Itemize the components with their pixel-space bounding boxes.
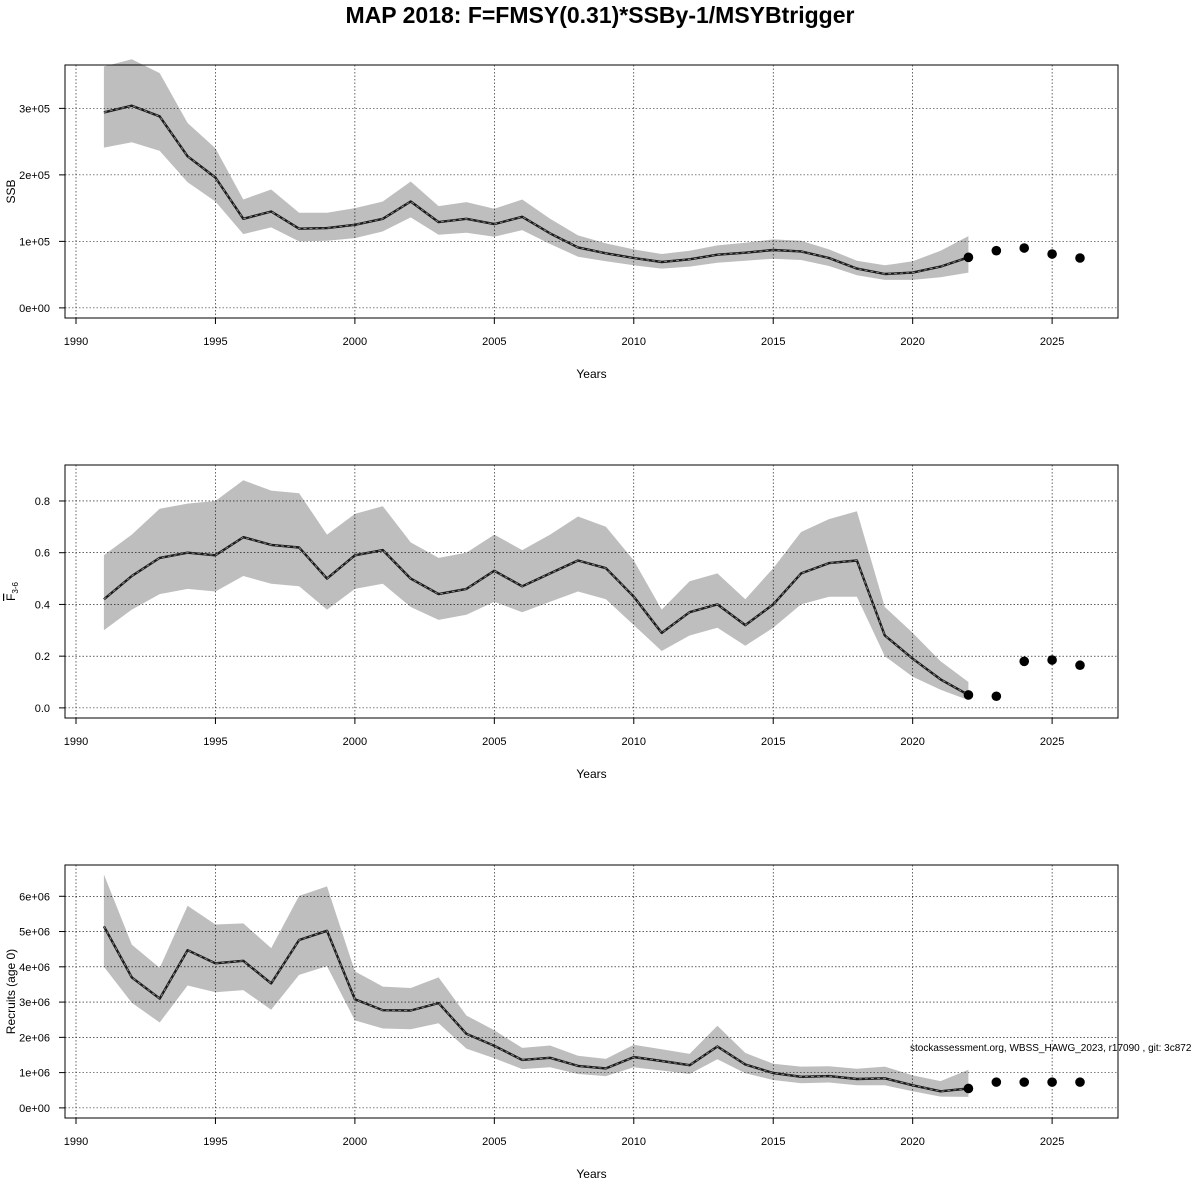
confidence-band — [103, 874, 969, 1097]
x-tick-label: 2015 — [761, 336, 785, 348]
y-tick-label: 1e+06 — [19, 1068, 50, 1080]
recruits-panel: 1990 1995 2000 2005 2010 2015 2020 2025 Years 0e+… — [4, 864, 1119, 1181]
y-tick-label: 6e+06 — [19, 891, 50, 903]
x-tick-label: 1995 — [203, 1136, 227, 1148]
estimate-line-dashes — [103, 926, 969, 1092]
forecast-point — [1075, 253, 1085, 263]
x-tick-label: 2000 — [343, 1136, 367, 1148]
forecast-point — [963, 1083, 974, 1094]
x-tick-label: 2005 — [482, 336, 506, 348]
forecast-point — [1019, 656, 1030, 667]
x-tick-label: 2005 — [482, 1136, 506, 1148]
x-tick-label: 2015 — [761, 736, 785, 748]
x-tick-label: 1990 — [64, 736, 88, 748]
forecast-point — [1047, 655, 1057, 665]
y-tick-label: 0.8 — [35, 496, 50, 508]
ssb-panel: 1990 1995 2000 2005 2010 2015 2020 2025 Years 0e+… — [4, 59, 1119, 381]
x-tick-label: 2015 — [761, 1136, 785, 1148]
x-tick-label: 2000 — [343, 336, 367, 348]
forecast-point — [1075, 1077, 1085, 1087]
y-tick-label: 0.4 — [35, 599, 50, 611]
y-tick-label: 3e+05 — [19, 103, 50, 115]
fishing-mortality-panel: 1990 1995 2000 2005 2010 2015 2020 2025 Years 0.0… — [4, 464, 1119, 781]
x-tick-label: 2010 — [622, 736, 646, 748]
x-tick-label: 1995 — [203, 336, 227, 348]
x-tick-label: 2025 — [1040, 336, 1064, 348]
y-tick-label: 1e+05 — [19, 236, 50, 248]
footnote: stockassessment.org, WBSS_HAWG_2023, r17… — [910, 1043, 1192, 1054]
x-axis-label: Years — [576, 767, 606, 781]
forecast-point — [1075, 660, 1085, 671]
x-tick-label: 2025 — [1040, 1136, 1064, 1148]
y-axis-label: F3-6 — [4, 581, 20, 600]
x-tick-label: 2010 — [622, 336, 646, 348]
y-tick-label: 2e+06 — [19, 1032, 50, 1044]
y-tick-label: 5e+06 — [19, 927, 50, 939]
x-tick-label: 2000 — [343, 736, 367, 748]
forecast-point — [1019, 1077, 1030, 1087]
y-tick-label: 0.2 — [35, 651, 50, 663]
confidence-band — [103, 59, 969, 280]
forecast-point — [963, 252, 974, 263]
y-tick-label: 0e+00 — [19, 1103, 50, 1115]
y-tick-label: 0.0 — [35, 703, 50, 715]
x-axis-label: Years — [576, 1167, 606, 1181]
y-tick-label: 4e+06 — [19, 962, 50, 974]
y-tick-label: 0.6 — [35, 548, 50, 560]
x-tick-label: 2020 — [900, 736, 924, 748]
x-tick-label: 1990 — [64, 336, 88, 348]
forecast-point — [991, 1077, 1002, 1087]
x-tick-label: 2020 — [900, 336, 924, 348]
forecast-point — [963, 690, 974, 700]
forecast-point — [1047, 1077, 1057, 1087]
estimate-line-dashes — [103, 536, 969, 696]
x-tick-label: 2020 — [900, 1136, 924, 1148]
y-tick-label: 0e+00 — [19, 303, 50, 315]
forecast-point — [991, 691, 1002, 702]
y-axis-label: Recruits (age 0) — [4, 949, 18, 1034]
confidence-band — [103, 480, 969, 701]
y-tick-label: 3e+06 — [19, 997, 50, 1009]
x-tick-label: 1995 — [203, 736, 227, 748]
x-tick-label: 2025 — [1040, 736, 1064, 748]
forecast-point — [991, 245, 1002, 256]
forecast-point — [1019, 243, 1030, 253]
x-tick-label: 2010 — [622, 1136, 646, 1148]
x-axis-label: Years — [576, 367, 606, 381]
y-tick-label: 2e+05 — [19, 170, 50, 182]
x-tick-label: 2005 — [482, 736, 506, 748]
x-tick-label: 1990 — [64, 1136, 88, 1148]
estimate-line — [103, 104, 969, 276]
forecast-point — [1047, 249, 1057, 259]
chart-title: MAP 2018: F=FMSY(0.31)*SSBy-1/MSYBtrigge… — [345, 2, 855, 28]
y-axis-label: SSB — [4, 179, 18, 203]
